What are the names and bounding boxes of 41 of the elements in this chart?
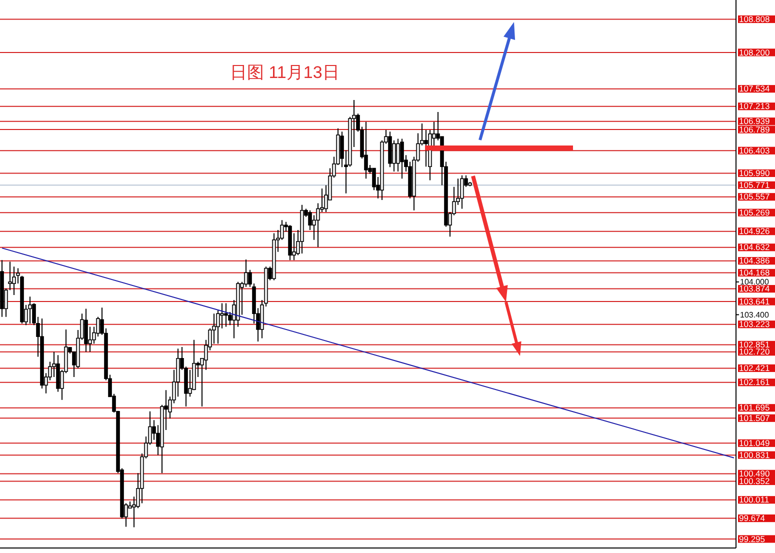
ref-line-label: 105.771 <box>739 180 770 190</box>
ref-line-label: 100.352 <box>739 476 770 486</box>
ref-line-label: 102.161 <box>739 377 770 388</box>
y-tick-label: 103.400 <box>740 310 770 320</box>
ref-line-label: 99.295 <box>739 534 766 544</box>
ref-line-label: 101.049 <box>739 438 770 448</box>
ref-line-label: 99.674 <box>739 513 766 524</box>
ref-line-label: 105.990 <box>739 168 770 178</box>
ref-line-label: 103.641 <box>739 296 770 306</box>
ref-line-label: 105.269 <box>739 207 770 218</box>
ref-line-label: 100.011 <box>739 494 770 505</box>
ref-line-label: 100.831 <box>739 450 770 460</box>
ref-line-label: 104.632 <box>739 242 770 252</box>
ref-line-label: 101.695 <box>739 402 770 413</box>
ref-line-label: 101.507 <box>739 412 770 423</box>
ref-line-label: 102.421 <box>739 363 770 373</box>
ref-line-label: 106.939 <box>739 116 770 126</box>
ref-line-label: 103.223 <box>739 319 770 330</box>
candlestick <box>400 138 404 180</box>
ref-line-label: 107.534 <box>739 84 770 94</box>
ref-line-label: 108.200 <box>739 47 770 58</box>
candlestick <box>392 140 396 172</box>
ref-line-label: 104.926 <box>739 226 770 236</box>
candlestick <box>460 174 464 210</box>
candlestick <box>220 302 224 329</box>
ref-line-label: 105.557 <box>739 192 770 202</box>
ref-line-label: 106.403 <box>739 145 770 156</box>
candlestick <box>84 308 88 352</box>
candlestick <box>364 121 368 180</box>
text: 日图 11月13日 <box>230 63 340 82</box>
candlestick <box>424 130 428 168</box>
candlestick <box>28 296 32 324</box>
y-tick-label: 104.000 <box>740 277 770 286</box>
ref-line-label: 104.386 <box>739 256 770 266</box>
ref-line-label: 108.808 <box>739 14 770 24</box>
ref-line-label: 104.168 <box>739 268 770 278</box>
ref-line-label: 103.874 <box>739 284 770 294</box>
ref-line-label: 100.490 <box>739 468 770 478</box>
ref-line-label: 106.789 <box>739 124 770 134</box>
candlestick <box>224 302 228 328</box>
ref-line-label: 107.213 <box>739 101 770 112</box>
